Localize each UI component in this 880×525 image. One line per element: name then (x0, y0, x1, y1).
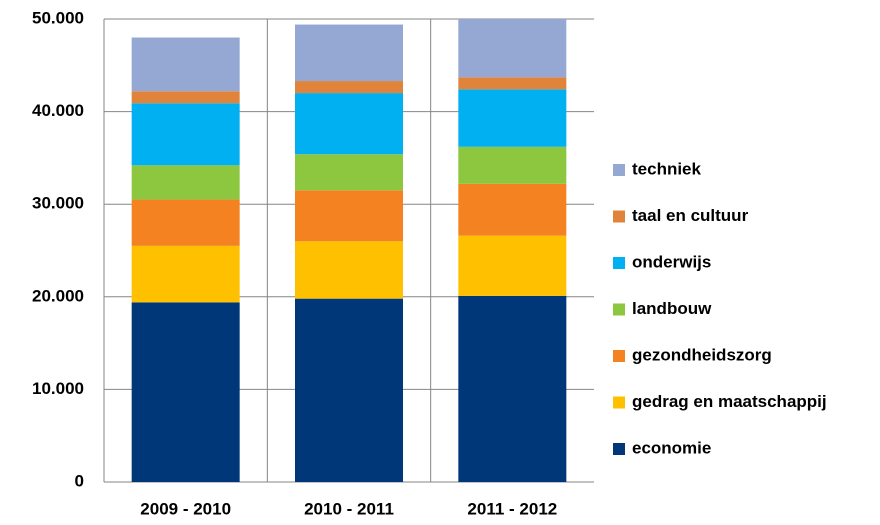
y-tick-label: 10.000 (32, 379, 84, 398)
bar-segment (295, 154, 403, 191)
bar-segment (131, 245, 240, 303)
y-tick-label: 0 (75, 471, 84, 490)
legend-swatch (613, 350, 625, 362)
legend-swatch (613, 396, 625, 409)
bar-segment (295, 81, 403, 94)
y-tick-label: 50.000 (32, 8, 84, 27)
bar-segment (131, 103, 240, 166)
legend-label: gedrag en maatschappij (632, 392, 827, 411)
x-tick-label: 2011 - 2012 (467, 499, 557, 518)
legend-label: onderwijs (632, 252, 711, 271)
legend-swatch (613, 443, 625, 455)
legend-label: taal en cultuur (632, 206, 749, 225)
bar-segment (458, 146, 567, 184)
bar-segment (295, 190, 403, 242)
bar-segment (458, 89, 567, 147)
bar-segment (295, 298, 403, 482)
legend-swatch (613, 210, 625, 223)
bar-segment (458, 235, 567, 296)
legend-label: landbouw (632, 299, 712, 318)
bar-segment (458, 295, 567, 482)
bar-segment (295, 24, 403, 82)
bar-segment (131, 199, 240, 246)
x-tick-label: 2009 - 2010 (140, 499, 231, 518)
bar-segment (458, 19, 567, 78)
bar-segment (458, 77, 567, 90)
bar-segment (131, 37, 240, 92)
bar-segment (131, 91, 240, 104)
bar-segment (458, 183, 567, 236)
bar-segment (131, 302, 240, 482)
y-tick-label: 30.000 (32, 194, 84, 213)
y-tick-label: 40.000 (32, 101, 84, 120)
bar-segment (295, 241, 403, 299)
y-tick-label: 20.000 (32, 286, 84, 305)
legend-label: techniek (632, 159, 702, 178)
x-tick-label: 2010 - 2011 (304, 499, 394, 518)
legend-swatch (613, 303, 625, 316)
legend-swatch (613, 164, 625, 176)
legend-label: economie (632, 438, 711, 457)
legend-swatch (613, 257, 625, 269)
legend-label: gezondheidszorg (632, 345, 772, 364)
bar-segment (131, 165, 240, 200)
bar-segment (295, 93, 403, 155)
